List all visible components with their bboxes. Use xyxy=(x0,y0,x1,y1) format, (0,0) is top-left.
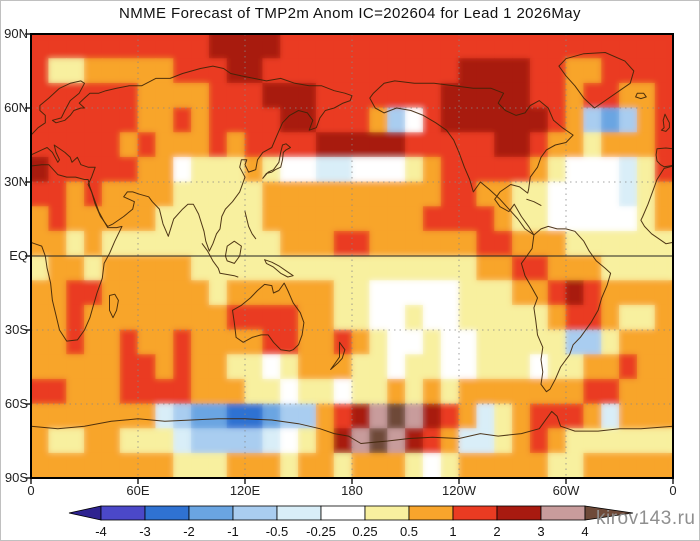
lat-tick-label: 30N xyxy=(4,174,28,189)
world-anomaly-map xyxy=(25,33,674,484)
lon-tick-label: 120E xyxy=(229,483,261,498)
lat-tick-label: EQ xyxy=(9,248,28,263)
lat-tick-label: 60S xyxy=(4,396,28,411)
lon-tick-label: 0 xyxy=(27,483,35,498)
lat-tick-label: 60N xyxy=(4,100,28,115)
lon-tick-label: 60E xyxy=(126,483,150,498)
colorbar: -4 -3 -2 -1 -0.5 -0.25 0.25 0.5 1 2 3 4 xyxy=(68,505,634,539)
watermark: kirov143.ru xyxy=(596,508,696,529)
lon-tick-label: 60W xyxy=(552,483,580,498)
colorbar-label: -0.5 xyxy=(266,524,288,539)
colorbar-label: 1 xyxy=(449,524,456,539)
colorbar-label: -1 xyxy=(227,524,239,539)
coastlines xyxy=(30,52,674,444)
lat-tick-label: 90N xyxy=(4,26,28,41)
colorbar-label: 0.25 xyxy=(352,524,377,539)
colorbar-label: -3 xyxy=(139,524,151,539)
lon-tick-label: 180 xyxy=(341,483,363,498)
map-frame xyxy=(30,33,674,479)
colorbar-label: -0.25 xyxy=(306,524,336,539)
colorbar-label: -4 xyxy=(95,524,107,539)
colorbar-label: 3 xyxy=(537,524,544,539)
graticule-lines xyxy=(31,34,673,478)
colorbar-label: -2 xyxy=(183,524,195,539)
colorbar-label: 4 xyxy=(581,524,588,539)
lat-tick-label: 30S xyxy=(4,322,28,337)
colorbar-label: 2 xyxy=(493,524,500,539)
map-title: NMME Forecast of TMP2m Anom IC=202604 fo… xyxy=(119,5,581,22)
colorbar-label: 0.5 xyxy=(400,524,418,539)
lon-tick-label: 120W xyxy=(442,483,476,498)
lon-tick-label: 0 xyxy=(669,483,677,498)
lat-tick-label: 90S xyxy=(4,470,28,485)
